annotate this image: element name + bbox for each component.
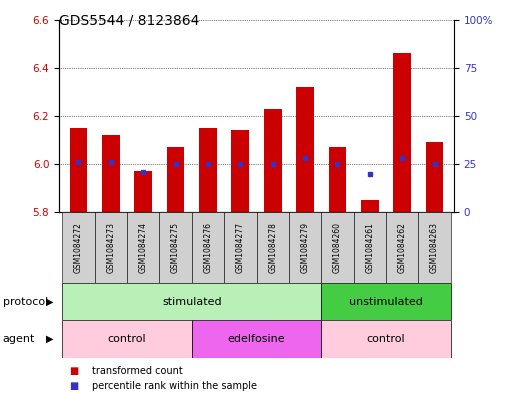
Text: GSM1084279: GSM1084279 xyxy=(301,222,309,273)
FancyBboxPatch shape xyxy=(321,320,451,358)
FancyBboxPatch shape xyxy=(289,212,321,283)
Bar xyxy=(167,147,185,212)
Bar xyxy=(328,147,346,212)
Text: GSM1084260: GSM1084260 xyxy=(333,222,342,273)
FancyBboxPatch shape xyxy=(386,212,419,283)
Text: GSM1084276: GSM1084276 xyxy=(204,222,212,273)
Text: GDS5544 / 8123864: GDS5544 / 8123864 xyxy=(59,14,200,28)
FancyBboxPatch shape xyxy=(224,212,256,283)
Text: GSM1084263: GSM1084263 xyxy=(430,222,439,273)
Bar xyxy=(361,200,379,212)
Text: ■: ■ xyxy=(69,366,78,376)
Bar xyxy=(134,171,152,212)
FancyBboxPatch shape xyxy=(353,212,386,283)
FancyBboxPatch shape xyxy=(321,212,353,283)
Bar xyxy=(296,87,314,212)
FancyBboxPatch shape xyxy=(62,320,192,358)
FancyBboxPatch shape xyxy=(127,212,160,283)
Text: control: control xyxy=(108,334,146,344)
FancyBboxPatch shape xyxy=(192,212,224,283)
FancyBboxPatch shape xyxy=(94,212,127,283)
Text: GSM1084277: GSM1084277 xyxy=(236,222,245,273)
Text: GSM1084272: GSM1084272 xyxy=(74,222,83,273)
Text: GSM1084262: GSM1084262 xyxy=(398,222,407,273)
Text: GSM1084274: GSM1084274 xyxy=(139,222,148,273)
Text: edelfosine: edelfosine xyxy=(228,334,285,344)
Text: agent: agent xyxy=(3,334,35,344)
Bar xyxy=(70,128,87,212)
Bar xyxy=(102,135,120,212)
Text: control: control xyxy=(367,334,405,344)
Text: protocol: protocol xyxy=(3,297,48,307)
Text: ■: ■ xyxy=(69,381,78,391)
FancyBboxPatch shape xyxy=(419,212,451,283)
Text: ▶: ▶ xyxy=(46,334,54,344)
FancyBboxPatch shape xyxy=(62,212,94,283)
Bar xyxy=(264,109,282,212)
Text: stimulated: stimulated xyxy=(162,297,222,307)
Text: GSM1084273: GSM1084273 xyxy=(106,222,115,273)
Bar xyxy=(199,128,217,212)
Text: percentile rank within the sample: percentile rank within the sample xyxy=(92,381,258,391)
FancyBboxPatch shape xyxy=(256,212,289,283)
Text: GSM1084275: GSM1084275 xyxy=(171,222,180,273)
FancyBboxPatch shape xyxy=(160,212,192,283)
FancyBboxPatch shape xyxy=(62,283,321,320)
Bar xyxy=(426,142,443,212)
Text: transformed count: transformed count xyxy=(92,366,183,376)
Text: GSM1084278: GSM1084278 xyxy=(268,222,277,273)
Text: ▶: ▶ xyxy=(46,297,54,307)
FancyBboxPatch shape xyxy=(192,320,321,358)
Bar xyxy=(393,53,411,212)
Text: unstimulated: unstimulated xyxy=(349,297,423,307)
Text: GSM1084261: GSM1084261 xyxy=(365,222,374,273)
FancyBboxPatch shape xyxy=(321,283,451,320)
Bar xyxy=(231,130,249,212)
